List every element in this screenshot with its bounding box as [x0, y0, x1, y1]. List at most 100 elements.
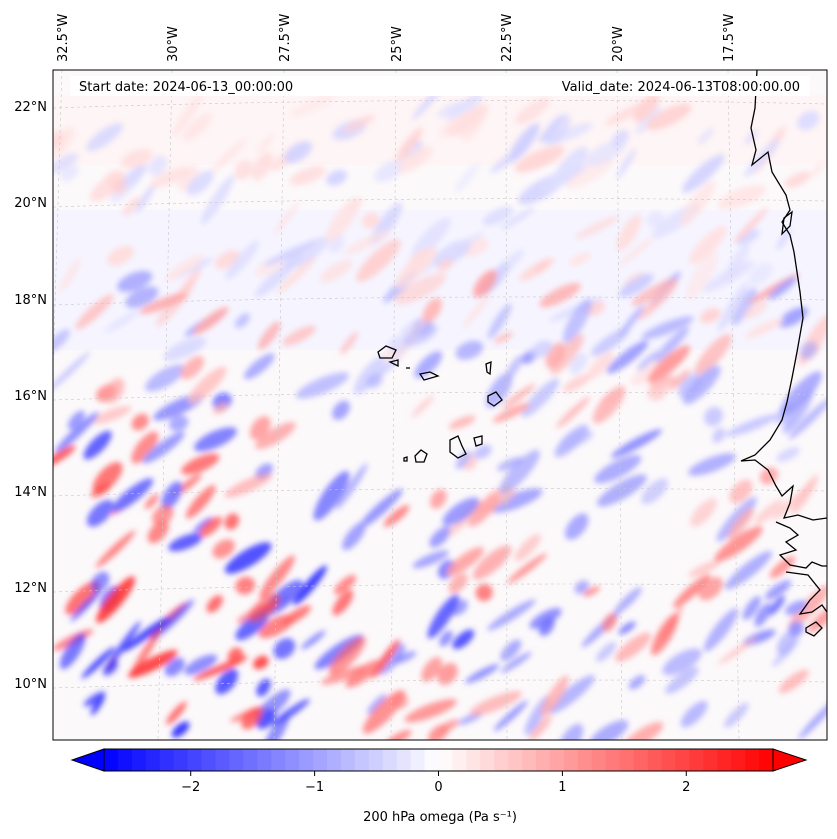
omega-anomaly-blob [248, 592, 281, 623]
omega-anomaly-blob [59, 258, 81, 293]
omega-anomaly-blob [439, 630, 453, 647]
omega-anomaly-blob [502, 383, 536, 409]
omega-anomaly-blob [560, 430, 594, 448]
omega-anomaly-blob [257, 321, 281, 350]
omega-anomaly-blob [768, 595, 786, 616]
omega-anomaly-blob [595, 641, 617, 662]
omega-anomaly-blob [90, 694, 105, 716]
omega-anomaly-blob [448, 573, 468, 594]
omega-anomaly-blob [273, 201, 300, 236]
omega-anomaly-blob [102, 660, 119, 676]
omega-anomaly-blob [683, 365, 721, 405]
omega-anomaly-blob [281, 605, 312, 627]
omega-anomaly-blob [602, 612, 618, 632]
omega-anomaly-blob [442, 497, 480, 526]
omega-anomaly-blob [53, 445, 76, 467]
omega-anomaly-blob [437, 101, 463, 117]
omega-anomaly-blob [731, 287, 757, 326]
colorbar-segment [438, 749, 454, 771]
colorbar-segment [759, 749, 774, 771]
omega-anomaly-blob [489, 488, 543, 513]
omega-anomaly-blob [810, 162, 825, 178]
start-date-label: Start date: 2024-06-13_00:00:00 [79, 80, 293, 95]
omega-anomaly-blob [587, 351, 614, 380]
island-santo-antao [377, 345, 397, 359]
colorbar-segment [354, 749, 370, 771]
colorbar-segment [508, 749, 523, 771]
omega-anomaly-blob [326, 169, 348, 186]
omega-anomaly-blob [385, 730, 412, 740]
omega-anomaly-blob [613, 587, 642, 615]
omega-anomaly-blob [206, 595, 223, 613]
omega-anomaly-blob [544, 113, 571, 144]
omega-anomaly-blob [53, 153, 79, 174]
omega-anomaly-blob [646, 103, 692, 131]
omega-anomaly-blob [435, 232, 485, 259]
omega-anomaly-blob [273, 638, 296, 660]
omega-anomaly-blob [718, 636, 758, 665]
omega-anomaly-blob [256, 678, 271, 697]
omega-anomaly-blob [500, 651, 532, 673]
omega-anomaly-blob [784, 171, 811, 188]
colorbar-segment [117, 749, 133, 771]
omega-anomaly-blob [673, 574, 711, 608]
omega-anomaly-blob [194, 427, 237, 452]
omega-anomaly-blob [497, 456, 524, 471]
omega-anomaly-blob [300, 630, 326, 650]
colorbar-tick-label: 2 [682, 780, 690, 795]
omega-anomaly-blob [668, 369, 691, 391]
omega-anomaly-blob [224, 473, 273, 498]
omega-anomaly-blob [460, 103, 487, 141]
colorbar-segment [577, 749, 593, 771]
colorbar-segment [299, 749, 314, 771]
omega-anomaly-blob [690, 498, 717, 527]
lon-label: 27.5°W [278, 14, 293, 62]
omega-anomaly-blob [284, 141, 312, 164]
omega-anomaly-blob [258, 134, 274, 153]
omega-anomaly-blob [107, 245, 135, 266]
omega-anomaly-blob [394, 273, 447, 305]
omega-anomaly-blob [697, 127, 714, 145]
omega-anomaly-blob [412, 550, 449, 569]
omega-anomaly-blob [615, 632, 652, 662]
map-panel: Start date: 2024-06-13_00:00:00 Valid_da… [52, 69, 828, 741]
omega-anomaly-blob [75, 294, 114, 330]
colorbar-segment [340, 749, 356, 771]
omega-anomaly-blob [791, 474, 819, 515]
omega-anomaly-blob [92, 461, 123, 494]
omega-anomaly-blob [539, 283, 581, 308]
omega-anomaly-blob [575, 215, 620, 239]
omega-anomaly-blob [172, 92, 203, 137]
omega-anomaly-blob [769, 556, 796, 579]
omega-anomaly-blob [744, 138, 781, 177]
colorbar-ticks: −2 −1 0 1 2 [181, 771, 690, 795]
omega-anomaly-blob [104, 309, 140, 333]
omega-anomaly-blob [199, 516, 223, 537]
omega-anomaly-blob [161, 481, 183, 510]
omega-anomaly-blob [182, 112, 213, 141]
omega-anomaly-blob [743, 300, 768, 319]
omega-anomaly-blob [468, 493, 500, 527]
omega-anomaly-blob [473, 269, 498, 298]
omega-anomaly-blob [343, 114, 375, 133]
omega-anomaly-blob [367, 694, 387, 715]
omega-anomaly-blob [437, 258, 454, 273]
colorbar-segment [480, 749, 495, 771]
omega-anomaly-blob [135, 183, 156, 214]
colorbar-segment [661, 749, 677, 771]
omega-anomaly-blob [371, 638, 400, 679]
omega-anomaly-blob [193, 517, 213, 533]
omega-anomaly-blob [184, 654, 218, 676]
omega-anomaly-blob [534, 260, 548, 273]
omega-anomaly-blob [430, 489, 447, 509]
omega-anomaly-blob [335, 463, 368, 510]
omega-anomaly-blob [724, 551, 773, 590]
omega-anomaly-blob [540, 675, 569, 717]
omega-anomaly-blob [499, 449, 540, 494]
omega-anomaly-blob [515, 98, 550, 125]
omega-anomaly-blob [514, 145, 565, 173]
omega-anomaly-blob [475, 583, 493, 602]
omega-anomaly-blob [383, 505, 410, 527]
omega-anomaly-blob [439, 115, 463, 138]
